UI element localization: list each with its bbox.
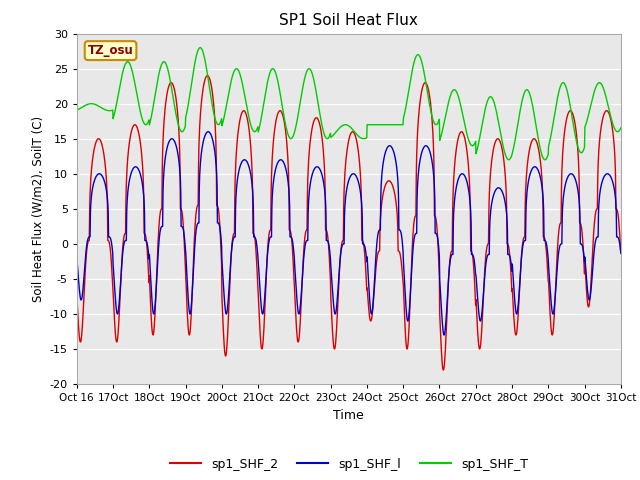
Title: SP1 Soil Heat Flux: SP1 Soil Heat Flux [280,13,418,28]
sp1_SHF_T [553,98,561,104]
sp1_SHF_2 [73,291,81,297]
sp1_SHF_2 [434,232,442,238]
sp1_SHF_l [553,269,561,275]
sp1_SHF_l [180,236,188,242]
sp1_SHF_T [73,107,81,113]
sp1_SHF_2 [180,245,188,251]
sp1_SHF_T [505,157,513,163]
sp1_SHF_2 [255,308,263,313]
sp1_SHF_T [505,157,513,163]
sp1_SHF_T [434,121,442,127]
Line: sp1_SHF_l: sp1_SHF_l [77,132,621,335]
Text: TZ_osu: TZ_osu [88,44,133,57]
sp1_SHF_l [617,250,625,256]
sp1_SHF_l [205,129,212,134]
sp1_SHF_l [505,252,513,258]
sp1_SHF_l [73,254,81,260]
sp1_SHF_2 [204,73,211,79]
sp1_SHF_2 [440,367,447,373]
sp1_SHF_T [180,126,188,132]
sp1_SHF_T [196,45,204,50]
sp1_SHF_T [617,125,625,131]
sp1_SHF_l [440,332,448,338]
sp1_SHF_T [255,126,263,132]
Line: sp1_SHF_T: sp1_SHF_T [77,48,621,160]
X-axis label: Time: Time [333,408,364,421]
sp1_SHF_T [194,48,202,54]
Line: sp1_SHF_2: sp1_SHF_2 [77,76,621,370]
sp1_SHF_l [434,234,442,240]
sp1_SHF_2 [194,203,202,208]
sp1_SHF_l [194,220,202,226]
Legend: sp1_SHF_2, sp1_SHF_l, sp1_SHF_T: sp1_SHF_2, sp1_SHF_l, sp1_SHF_T [164,453,533,476]
sp1_SHF_2 [553,257,561,263]
sp1_SHF_l [255,271,263,276]
sp1_SHF_2 [617,251,625,256]
Y-axis label: Soil Heat Flux (W/m2), SoilT (C): Soil Heat Flux (W/m2), SoilT (C) [31,116,44,302]
sp1_SHF_2 [505,245,513,251]
